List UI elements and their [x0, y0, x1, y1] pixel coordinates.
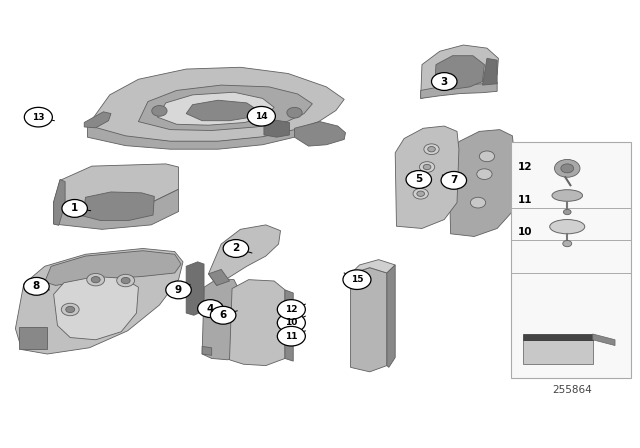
Circle shape	[92, 276, 100, 283]
Circle shape	[563, 209, 571, 215]
Circle shape	[417, 191, 424, 196]
Polygon shape	[88, 67, 344, 142]
Polygon shape	[285, 290, 293, 361]
Text: 10: 10	[285, 319, 298, 327]
Circle shape	[24, 277, 49, 295]
Polygon shape	[84, 112, 111, 128]
Circle shape	[423, 164, 431, 170]
Polygon shape	[138, 85, 312, 130]
Circle shape	[116, 274, 134, 287]
Polygon shape	[593, 334, 615, 345]
Text: 255864: 255864	[552, 385, 592, 395]
Ellipse shape	[552, 190, 582, 201]
Circle shape	[479, 151, 495, 162]
Text: 1: 1	[71, 203, 78, 213]
Polygon shape	[351, 267, 387, 372]
Polygon shape	[395, 126, 459, 228]
Polygon shape	[209, 225, 280, 285]
Polygon shape	[186, 100, 257, 121]
Text: 3: 3	[440, 77, 448, 86]
Polygon shape	[387, 265, 395, 367]
Polygon shape	[230, 280, 285, 366]
Circle shape	[287, 108, 302, 118]
Polygon shape	[420, 45, 499, 99]
Circle shape	[62, 199, 88, 217]
Text: 9: 9	[175, 285, 182, 295]
Text: 11: 11	[518, 194, 532, 205]
Polygon shape	[88, 125, 294, 149]
Polygon shape	[483, 58, 497, 85]
Polygon shape	[420, 82, 497, 99]
Text: 5: 5	[415, 174, 422, 185]
Circle shape	[61, 303, 79, 316]
FancyBboxPatch shape	[511, 142, 631, 378]
Text: 12: 12	[285, 305, 298, 314]
Text: 8: 8	[33, 281, 40, 291]
Polygon shape	[15, 249, 183, 354]
Circle shape	[563, 241, 572, 247]
Circle shape	[554, 159, 580, 177]
Polygon shape	[294, 121, 346, 146]
Circle shape	[166, 281, 191, 299]
Polygon shape	[54, 180, 65, 225]
Ellipse shape	[550, 220, 585, 234]
Polygon shape	[449, 129, 515, 237]
Polygon shape	[202, 278, 241, 360]
Polygon shape	[54, 276, 138, 340]
Text: 15: 15	[351, 275, 364, 284]
Circle shape	[277, 300, 305, 319]
Circle shape	[428, 146, 435, 152]
Text: 12: 12	[518, 162, 532, 172]
Polygon shape	[209, 269, 230, 285]
Text: 2: 2	[232, 243, 239, 254]
Polygon shape	[351, 260, 395, 274]
Polygon shape	[45, 251, 181, 285]
Circle shape	[198, 300, 223, 318]
Circle shape	[277, 313, 305, 332]
Polygon shape	[19, 327, 47, 349]
Circle shape	[419, 162, 435, 172]
Polygon shape	[83, 192, 154, 220]
Circle shape	[343, 270, 371, 289]
Polygon shape	[523, 340, 593, 364]
Circle shape	[406, 171, 431, 188]
Circle shape	[247, 107, 275, 126]
Circle shape	[431, 73, 457, 90]
Text: 7: 7	[450, 175, 458, 185]
Polygon shape	[523, 334, 593, 340]
Circle shape	[66, 306, 75, 313]
Circle shape	[424, 144, 439, 155]
Text: 10: 10	[518, 227, 532, 237]
Text: 14: 14	[255, 112, 268, 121]
Polygon shape	[54, 189, 179, 229]
Polygon shape	[186, 262, 204, 315]
Text: 13: 13	[32, 112, 45, 122]
Circle shape	[223, 240, 248, 258]
Text: 4: 4	[207, 304, 214, 314]
Circle shape	[561, 164, 573, 173]
Circle shape	[87, 273, 104, 286]
Circle shape	[121, 277, 130, 284]
Polygon shape	[435, 56, 484, 90]
Circle shape	[277, 327, 305, 346]
Polygon shape	[202, 346, 212, 355]
Circle shape	[24, 108, 52, 127]
Circle shape	[477, 169, 492, 180]
Polygon shape	[264, 120, 289, 137]
Circle shape	[211, 306, 236, 324]
Text: 11: 11	[285, 332, 298, 340]
Polygon shape	[157, 92, 274, 125]
Circle shape	[441, 172, 467, 189]
Polygon shape	[54, 164, 179, 207]
Circle shape	[470, 197, 486, 208]
Circle shape	[152, 106, 167, 116]
Text: 6: 6	[220, 310, 227, 320]
Circle shape	[413, 188, 428, 199]
